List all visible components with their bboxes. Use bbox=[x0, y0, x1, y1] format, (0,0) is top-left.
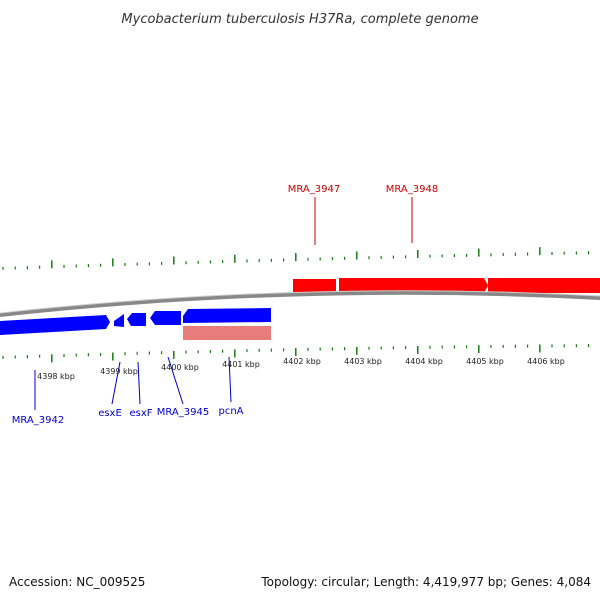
gene-label-mra-3948: MRA_3948 bbox=[386, 184, 438, 195]
label-line-mra-3945 bbox=[167, 356, 184, 405]
genome-backbone-highlight bbox=[0, 290, 600, 314]
rna-feature[interactable] bbox=[183, 326, 271, 340]
gene-mra-3945[interactable] bbox=[150, 311, 181, 325]
gene-label-esxf: esxF bbox=[129, 408, 152, 419]
genome-summary-text: Topology: circular; Length: 4,419,977 bp… bbox=[260, 575, 591, 589]
tick-label: 4404 kbp bbox=[405, 357, 443, 366]
tick-row-inner bbox=[2, 344, 590, 363]
gene-label-esxe: esxE bbox=[98, 408, 122, 419]
genome-backbone bbox=[0, 290, 600, 317]
map-title: Mycobacterium tuberculosis H37Ra, comple… bbox=[121, 12, 478, 27]
label-line-esxf bbox=[137, 361, 141, 405]
tick-label: 4398 kbp bbox=[37, 372, 75, 381]
tick-label: 4403 kbp bbox=[344, 357, 382, 366]
tick-label: 4406 kbp bbox=[527, 357, 565, 366]
gene-label-pcna: pcnA bbox=[218, 406, 243, 417]
gene-label-mra-3947: MRA_3947 bbox=[288, 184, 340, 195]
tick-label: 4401 kbp bbox=[222, 360, 260, 369]
gene-pcna[interactable] bbox=[183, 308, 271, 323]
axis-tick-labels: 4398 kbp 4399 kbp 4400 kbp 4401 kbp 4402… bbox=[37, 357, 565, 381]
gene-mra-3942[interactable] bbox=[0, 315, 110, 335]
gene-label-mra-3945: MRA_3945 bbox=[157, 407, 209, 418]
label-line-pcna bbox=[228, 356, 232, 403]
gene-esxf[interactable] bbox=[127, 313, 146, 326]
tick-label: 4399 kbp bbox=[100, 367, 138, 376]
tick-label: 4402 kbp bbox=[283, 357, 321, 366]
tick-label: 4405 kbp bbox=[466, 357, 504, 366]
gene-esxe[interactable] bbox=[114, 314, 124, 327]
gene-mra-3948[interactable] bbox=[488, 278, 600, 293]
tick-row-outer bbox=[2, 247, 590, 270]
forward-strand-genes: MRA_3947 MRA_3948 bbox=[288, 184, 600, 293]
gene-forward-1[interactable] bbox=[293, 279, 336, 293]
tick-label: 4400 kbp bbox=[161, 363, 199, 372]
gene-label-mra-3942: MRA_3942 bbox=[12, 415, 64, 426]
label-line-esxe bbox=[111, 361, 121, 405]
gene-mra-3947[interactable] bbox=[339, 278, 488, 293]
accession-text: Accession: NC_009525 bbox=[9, 575, 145, 589]
reverse-strand-genes: MRA_3942 esxE esxF MRA_3945 pcnA bbox=[0, 308, 271, 426]
